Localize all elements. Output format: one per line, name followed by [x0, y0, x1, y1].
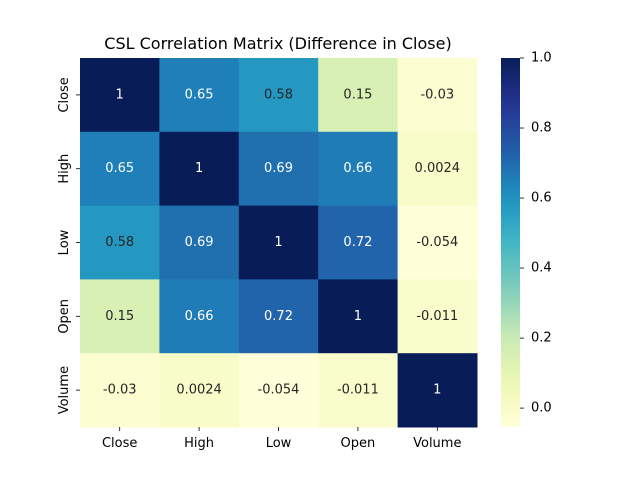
- cell-label: 0.69: [185, 235, 214, 250]
- cell-label: 1: [116, 87, 124, 102]
- colorbar-tick-label: 0.0: [531, 401, 552, 416]
- x-axis: Close High Low Open Volume: [102, 427, 461, 451]
- heatmap-cell-volume-close: [80, 353, 160, 428]
- heatmap-cell-volume-low: [238, 353, 319, 428]
- cell-label: 1: [354, 309, 362, 324]
- x-tick-label: Open: [341, 436, 376, 451]
- x-tick-label: Low: [266, 436, 292, 451]
- heatmap-cell-high-low: [238, 131, 319, 207]
- x-tick-label: High: [184, 436, 214, 451]
- heatmap-cell-close-open: [318, 58, 399, 133]
- heatmap-cell-open-volume: [397, 279, 478, 354]
- cell-label: 0.58: [105, 235, 134, 250]
- colorbar-tick-label: 0.8: [531, 121, 552, 136]
- colorbar: 0.0 0.2 0.4 0.6 0.8 1.0: [501, 51, 552, 427]
- heatmap-cell-labels: 1 0.65 0.58 0.15 -0.03 0.65 1 0.69 0.66 0.0024 0.5…: [103, 87, 460, 397]
- cell-label: 0.66: [185, 309, 214, 324]
- cell-label: 0.65: [105, 161, 134, 176]
- heatmap-cell-volume-open: [318, 353, 399, 428]
- cell-label: 1: [433, 383, 441, 398]
- heatmap-cell-close-close: [80, 58, 160, 133]
- heatmap-cell-high-high: [159, 131, 240, 207]
- cell-label: 0.0024: [415, 161, 461, 176]
- heatmap-cell-volume-volume: [397, 353, 478, 428]
- cell-label: -0.03: [103, 383, 137, 398]
- heatmap-cell-low-close: [80, 205, 160, 280]
- heatmap-cell-high-open: [318, 131, 399, 207]
- cell-label: -0.03: [420, 87, 454, 102]
- y-tick-label: Volume: [57, 366, 72, 414]
- heatmap-cell-low-high: [159, 205, 240, 280]
- cell-label: 0.66: [343, 161, 372, 176]
- cell-label: 1: [195, 161, 203, 176]
- heatmap-cell-open-low: [238, 279, 319, 354]
- colorbar-tick-label: 0.2: [531, 331, 552, 346]
- heatmap-cell-low-low: [238, 205, 319, 280]
- heatmap-cells: [80, 58, 478, 428]
- colorbar-tick-label: 0.4: [531, 261, 552, 276]
- heatmap-cell-high-close: [80, 131, 160, 207]
- cell-label: 0.72: [343, 235, 372, 250]
- cell-label: 0.15: [343, 87, 372, 102]
- heatmap-cell-high-volume: [397, 131, 478, 207]
- colorbar-tick-label: 0.6: [531, 191, 552, 206]
- heatmap-cell-close-high: [159, 58, 240, 133]
- y-tick-label: Low: [57, 229, 72, 255]
- colorbar-tick-label: 1.0: [531, 51, 552, 66]
- cell-label: 0.0024: [176, 383, 222, 398]
- y-tick-label: Open: [57, 299, 72, 334]
- heatmap-cell-close-volume: [397, 58, 478, 133]
- cell-label: -0.054: [416, 235, 458, 250]
- cell-label: 0.69: [264, 161, 293, 176]
- chart-title: CSL Correlation Matrix (Difference in Cl…: [104, 34, 451, 53]
- cell-label: -0.011: [337, 383, 379, 398]
- cell-label: -0.054: [258, 383, 300, 398]
- x-tick-label: Volume: [413, 436, 461, 451]
- heatmap-cell-volume-high: [159, 353, 240, 428]
- heatmap-cell-open-open: [318, 279, 399, 354]
- cell-label: 0.72: [264, 309, 293, 324]
- y-tick-label: Close: [57, 77, 72, 112]
- heatmap-cell-open-high: [159, 279, 240, 354]
- colorbar-gradient: [501, 58, 520, 427]
- heatmap-cell-low-volume: [397, 205, 478, 280]
- x-tick-label: Close: [102, 436, 137, 451]
- heatmap-cell-close-low: [238, 58, 319, 133]
- heatmap-cell-open-close: [80, 279, 160, 354]
- cell-label: 0.65: [185, 87, 214, 102]
- cell-label: 0.15: [105, 309, 134, 324]
- y-axis: Close High Low Open Volume: [57, 77, 80, 414]
- cell-label: -0.011: [416, 309, 458, 324]
- heatmap-cell-low-open: [318, 205, 399, 280]
- cell-label: 1: [274, 235, 282, 250]
- y-tick-label: High: [57, 154, 72, 184]
- cell-label: 0.58: [264, 87, 293, 102]
